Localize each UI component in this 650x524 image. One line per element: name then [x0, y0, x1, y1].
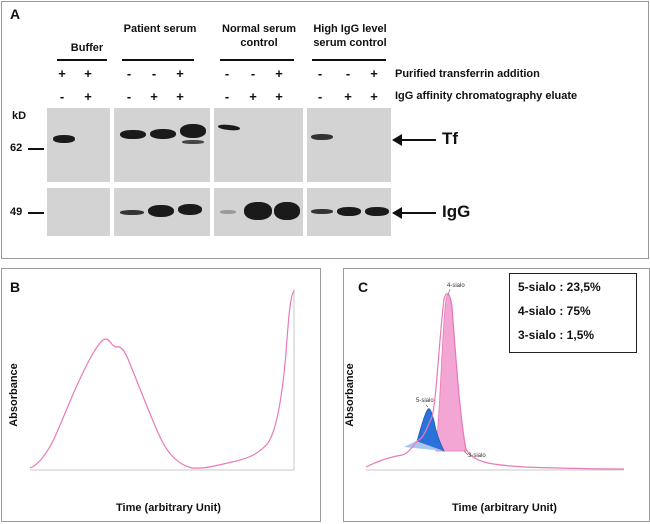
- blot-igg-normal: [214, 188, 303, 236]
- panel-b: B Absorbance Time (arbitrary Unit): [1, 268, 321, 522]
- leader-4-sialo: [447, 288, 451, 296]
- lane-sign: -: [126, 66, 132, 81]
- peak-4-sialo: [435, 294, 467, 452]
- blot-igg-buffer: [47, 188, 110, 236]
- group-highigg-label: High IgG level serum control: [313, 23, 387, 49]
- igg-arrow-icon: [392, 207, 436, 219]
- lane-sign: +: [370, 66, 378, 81]
- composition-legend: 5-sialo : 23,5% 4-sialo : 75% 3-sialo : …: [509, 273, 637, 353]
- leader-3-sialo: [463, 450, 469, 456]
- lane-sign: +: [275, 66, 283, 81]
- lane-sign: -: [317, 89, 323, 104]
- marker-49-label: 49: [10, 206, 23, 218]
- legend-4-sialo: 4-sialo : 75%: [518, 304, 591, 318]
- panel-b-label: B: [10, 279, 21, 295]
- tf-arrow-icon: [392, 134, 436, 146]
- marker-62-tick: [28, 148, 44, 150]
- band: [244, 202, 272, 220]
- lane-sign: +: [344, 89, 352, 104]
- panel-b-ylabel: Absorbance: [7, 363, 20, 427]
- band: [274, 202, 300, 220]
- group-patient-underline: [122, 59, 194, 61]
- lane-sign: -: [126, 89, 132, 104]
- blot-tf-highigg: [307, 108, 391, 182]
- band: [182, 140, 204, 144]
- baseline-blue: [404, 441, 444, 451]
- band: [53, 135, 75, 143]
- lane-sign: +: [176, 89, 184, 104]
- legend-5-sialo: 5-sialo : 23,5%: [518, 280, 601, 294]
- group-buffer-label: Buffer: [70, 42, 104, 54]
- panel-c-xlabel: Time (arbitrary Unit): [452, 502, 557, 514]
- peak-5-sialo: [415, 408, 445, 452]
- panel-c: C 5-sialo 4-sialo 3-sialo 5-sialo : 23,5…: [343, 268, 650, 522]
- group-normal-label: Normal serum control: [222, 23, 296, 49]
- band: [217, 123, 241, 132]
- band: [337, 207, 361, 216]
- trace-c: [365, 293, 625, 470]
- band: [178, 204, 202, 215]
- blot-igg-highigg: [307, 188, 391, 236]
- lane-sign: +: [150, 89, 158, 104]
- group-patient-label: Patient serum: [123, 23, 197, 35]
- lane-sign: -: [345, 66, 351, 81]
- group-buffer-underline: [57, 59, 107, 61]
- group-normal-underline: [220, 59, 294, 61]
- leader-5-sialo: [425, 404, 429, 408]
- lane-sign: +: [58, 66, 66, 81]
- band: [311, 209, 333, 214]
- unit-kd: kD: [12, 110, 27, 122]
- band: [120, 210, 144, 215]
- lane-sign: -: [151, 66, 157, 81]
- trace-b: [29, 290, 295, 469]
- blot-igg-patient: [114, 188, 210, 236]
- blot-tf-buffer: [47, 108, 110, 182]
- panel-a: A Buffer Patient serum Normal serum cont…: [1, 1, 649, 259]
- panel-a-label: A: [10, 6, 21, 22]
- band: [365, 207, 389, 216]
- lane-sign: +: [176, 66, 184, 81]
- band: [148, 205, 174, 217]
- band: [120, 130, 146, 139]
- lane-sign: -: [224, 66, 230, 81]
- row-label-transferrin: Purified transferrin addition: [395, 68, 540, 80]
- panel-c-ylabel: Absorbance: [343, 363, 356, 427]
- lane-sign: +: [370, 89, 378, 104]
- chromatogram-b: [29, 289, 295, 471]
- peak-label-5-sialo: 5-sialo: [416, 398, 434, 404]
- legend-3-sialo: 3-sialo : 1,5%: [518, 328, 595, 342]
- band: [220, 210, 236, 214]
- lane-sign: -: [250, 66, 256, 81]
- lane-sign: -: [317, 66, 323, 81]
- lane-sign: +: [84, 66, 92, 81]
- group-highigg-underline: [312, 59, 386, 61]
- marker-49-tick: [28, 212, 44, 214]
- lane-sign: +: [84, 89, 92, 104]
- lane-sign: -: [224, 89, 230, 104]
- lane-sign: -: [59, 89, 65, 104]
- blot-tf-normal: [214, 108, 303, 182]
- tf-label: Tf: [442, 129, 459, 148]
- band: [311, 134, 333, 140]
- peak-label-3-sialo: 3-sialo: [468, 453, 486, 459]
- marker-62-label: 62: [10, 142, 23, 154]
- row-label-igg-eluate: IgG affinity chromatography eluate: [395, 90, 578, 102]
- panel-b-xlabel: Time (arbitrary Unit): [116, 502, 221, 514]
- panel-c-label: C: [358, 279, 369, 295]
- lane-sign: +: [249, 89, 257, 104]
- band: [180, 124, 206, 138]
- lane-sign: +: [275, 89, 283, 104]
- peak-label-4-sialo: 4-sialo: [447, 283, 465, 289]
- band: [150, 129, 176, 139]
- igg-label: IgG: [442, 202, 471, 221]
- chromatogram-c: [365, 288, 625, 471]
- blot-tf-patient: [114, 108, 210, 182]
